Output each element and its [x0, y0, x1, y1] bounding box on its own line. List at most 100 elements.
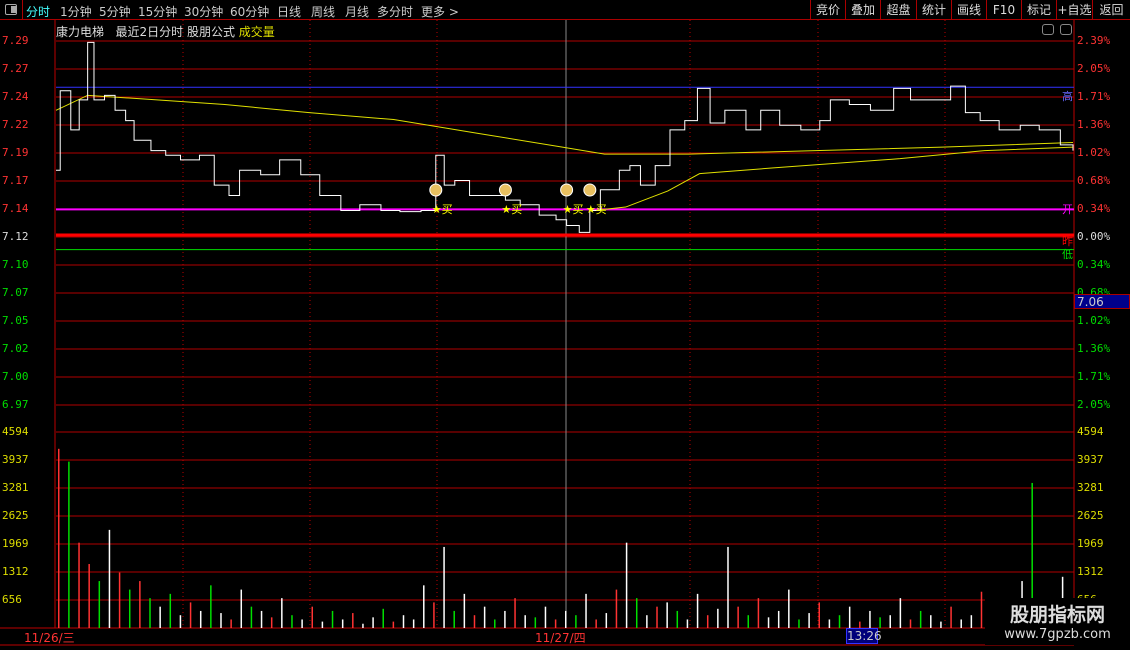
period-tab-4[interactable]: 30分钟: [184, 5, 224, 19]
toolbar-button-6[interactable]: 标记: [1021, 0, 1056, 20]
volume-bar: [341, 619, 344, 628]
volume-bar: [605, 613, 608, 628]
volume-bar: [909, 619, 912, 628]
volume-tick: 2625: [2, 509, 29, 522]
percent-tick: 1.71%: [1077, 370, 1111, 383]
toolbar-button-3[interactable]: 统计: [916, 0, 951, 20]
volume-bar: [58, 448, 60, 628]
volume-tick: 1312: [2, 565, 29, 578]
volume-bar: [179, 615, 182, 628]
volume-bar: [78, 542, 80, 628]
period-tab-0[interactable]: 分时: [26, 5, 51, 19]
period-tab-2[interactable]: 5分钟: [99, 5, 131, 19]
volume-bar: [504, 610, 506, 628]
period-tab-1[interactable]: 1分钟: [60, 5, 92, 19]
percent-tick: 0.00%: [1077, 230, 1111, 243]
volume-bar: [108, 529, 111, 628]
toolbar-button-8[interactable]: 返回: [1092, 0, 1130, 20]
price-tick: 6.97: [2, 398, 29, 411]
percent-tick: 2.05%: [1077, 62, 1111, 75]
volume-tick: 2625: [1077, 509, 1104, 522]
volume-bar: [635, 598, 638, 628]
low-marker: 低: [1062, 248, 1073, 261]
panel-toggle-icon[interactable]: [1060, 24, 1072, 35]
volume-bar: [544, 606, 547, 628]
volume-bar: [899, 598, 902, 628]
period-tab-5[interactable]: 60分钟: [230, 5, 270, 19]
volume-bar: [220, 613, 222, 628]
percent-tick: 0.34%: [1077, 258, 1111, 271]
volume-bar: [321, 621, 324, 628]
chart-mode[interactable]: 最近2日分时: [115, 25, 184, 39]
period-tab-10[interactable]: 更多 >: [421, 5, 459, 19]
stock-name: 康力电梯: [56, 25, 105, 39]
volume-bar: [463, 593, 466, 628]
current-price-badge: 7.06: [1074, 294, 1130, 309]
volume-bar: [139, 581, 141, 628]
volume-bar: [453, 610, 455, 628]
volume-bar: [919, 610, 922, 628]
volume-bar: [270, 617, 273, 628]
date-label-day2: 11/27/四: [535, 631, 586, 645]
percent-tick: 0.68%: [1077, 174, 1111, 187]
period-tab-6[interactable]: 日线: [277, 5, 302, 19]
scroll-up-icon[interactable]: [1042, 24, 1054, 35]
price-tick: 7.00: [2, 370, 29, 383]
volume-bar: [757, 598, 760, 628]
price-tick: 7.10: [2, 258, 29, 271]
money-bag-icon: [498, 183, 512, 197]
volume-bar: [859, 621, 861, 628]
toolbar-button-0[interactable]: 竞价: [810, 0, 845, 20]
volume-bar: [372, 617, 374, 628]
toolbar-button-4[interactable]: 画线: [951, 0, 986, 20]
volume-bar: [666, 602, 668, 628]
volume-bar: [524, 615, 526, 628]
period-tab-7[interactable]: 周线: [311, 5, 336, 19]
price-tick: 7.24: [2, 90, 29, 103]
period-tab-8[interactable]: 月线: [345, 5, 370, 19]
volume-bar: [646, 615, 648, 628]
toolbar-button-2[interactable]: 超盘: [880, 0, 916, 20]
period-tab-3[interactable]: 15分钟: [138, 5, 178, 19]
volume-tick: 4594: [1077, 425, 1104, 438]
percent-tick: 1.71%: [1077, 90, 1111, 103]
volume-bar: [402, 615, 405, 628]
volume-bar: [706, 615, 709, 628]
volume-bar: [534, 617, 537, 628]
volume-bar: [575, 615, 577, 628]
sidebar-toggle-icon[interactable]: [0, 0, 23, 20]
percent-tick: 2.39%: [1077, 34, 1111, 47]
toolbar-button-5[interactable]: F10: [986, 0, 1021, 20]
open-marker: 开: [1062, 203, 1073, 216]
volume-bar: [392, 621, 395, 628]
watermark-name: 股朋指标网: [1009, 604, 1105, 626]
volume-tick: 4594: [2, 425, 29, 438]
volume-bar: [412, 619, 415, 628]
watermark: 股朋指标网 www.7gpzb.com: [985, 598, 1130, 645]
watermark-url: www.7gpzb.com: [1004, 627, 1111, 642]
percent-tick: 1.36%: [1077, 342, 1111, 355]
formula-name[interactable]: 股朋公式: [186, 25, 235, 39]
volume-bar: [595, 619, 597, 628]
toolbar-button-7[interactable]: +自选: [1056, 0, 1092, 20]
volume-bar: [940, 621, 942, 628]
percent-tick: 1.02%: [1077, 146, 1111, 159]
volume-bar: [717, 608, 719, 628]
period-tab-9[interactable]: 多分时: [377, 5, 414, 19]
volume-bar: [118, 572, 121, 628]
price-tick: 7.07: [2, 286, 29, 299]
volume-bar: [423, 585, 425, 628]
indicator-name[interactable]: 成交量: [238, 25, 275, 39]
volume-tick: 1312: [1077, 565, 1104, 578]
volume-bar: [676, 610, 679, 628]
volume-tick: 3937: [1077, 453, 1104, 466]
percent-tick: 1.36%: [1077, 118, 1111, 131]
volume-bar: [696, 593, 699, 628]
volume-bar: [737, 606, 739, 628]
volume-bar: [879, 617, 881, 628]
price-tick: 7.17: [2, 174, 29, 187]
high-marker: 高: [1062, 90, 1073, 103]
toolbar-button-1[interactable]: 叠加: [845, 0, 880, 20]
volume-bar: [838, 615, 841, 628]
